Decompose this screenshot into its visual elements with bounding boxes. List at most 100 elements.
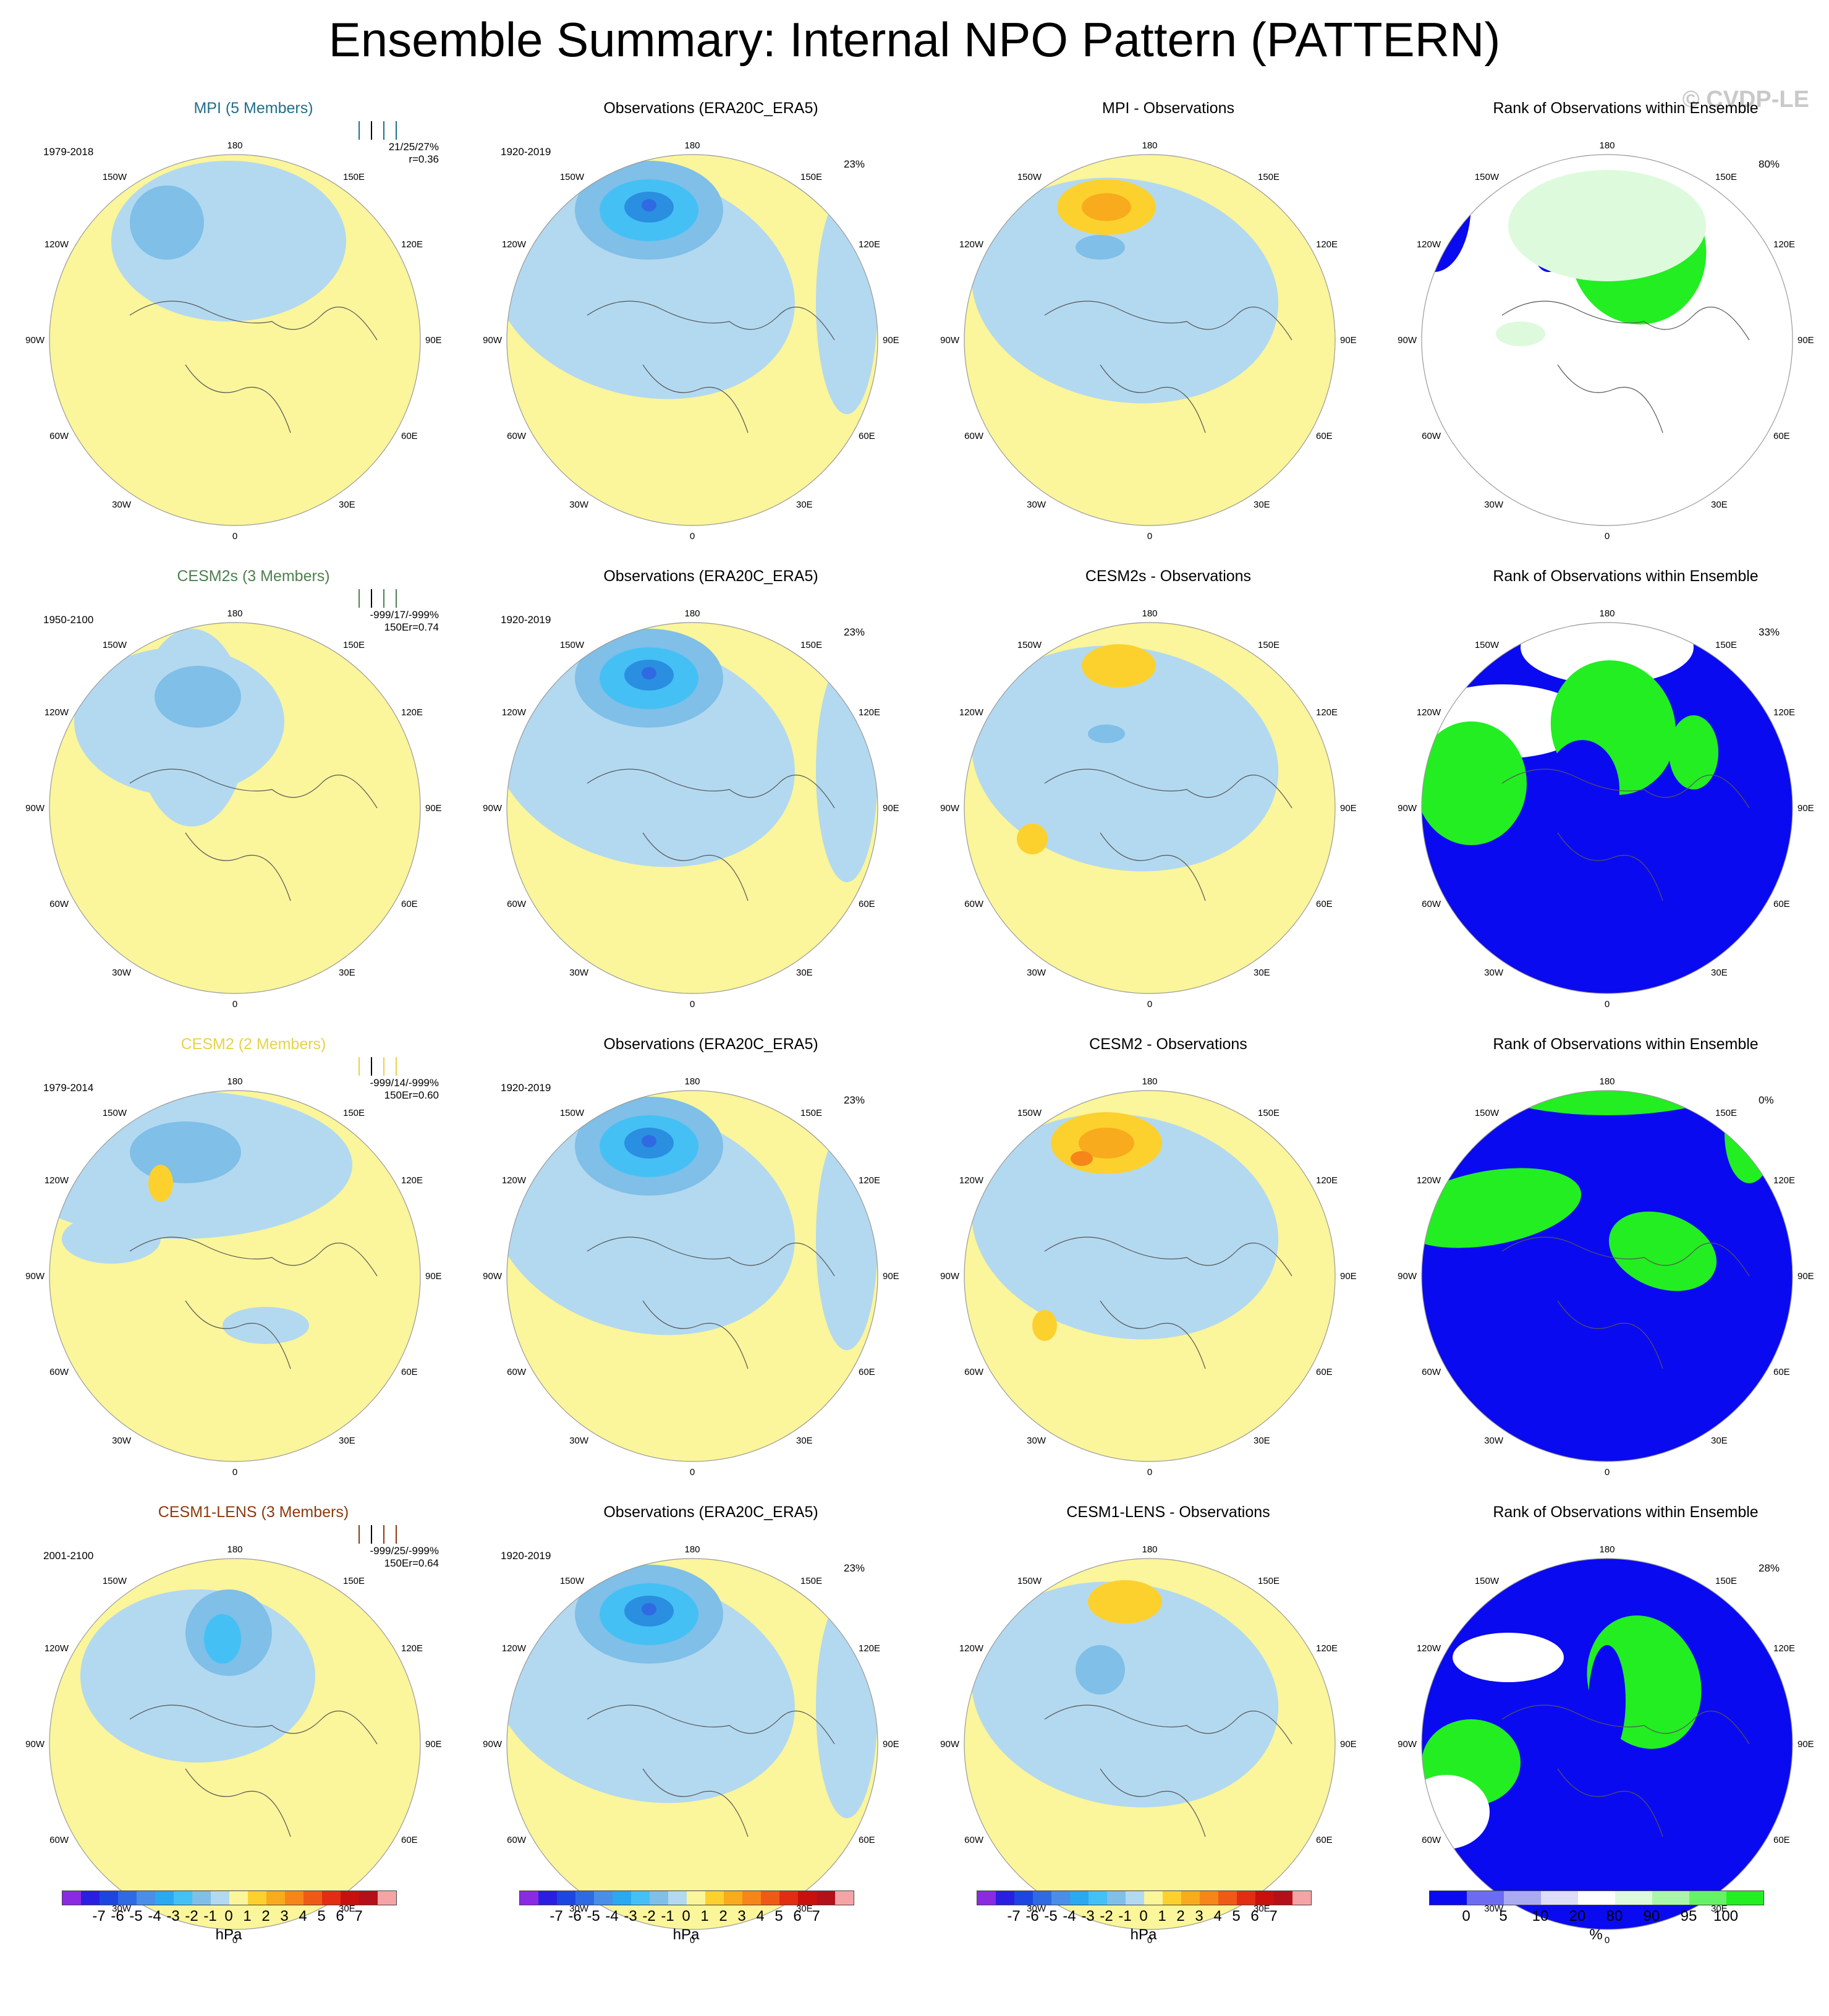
lon-label-150w: 150W xyxy=(103,172,127,182)
coastline xyxy=(1557,832,1663,901)
coastline xyxy=(1044,300,1292,341)
rank-region-green xyxy=(1465,1091,1749,1115)
lon-label-30w: 30W xyxy=(1484,1435,1504,1446)
lon-label-180: 180 xyxy=(684,1544,700,1555)
lon-label-30e: 30E xyxy=(339,1903,355,1914)
lon-label-90e: 90E xyxy=(425,1271,442,1282)
period-label: 2001-2100 xyxy=(43,1550,94,1562)
colorbar-tick-label: 90 xyxy=(1643,1908,1660,1925)
lon-label-120w: 120W xyxy=(502,707,527,718)
colorbar-swatch xyxy=(1033,1891,1051,1905)
lon-label-60e: 60E xyxy=(401,1835,418,1845)
lon-label-60e: 60E xyxy=(859,1367,875,1377)
panel-rank-row4: Rank of Observations within Ensemble 180 0… xyxy=(1397,1503,1829,1997)
lon-label-30w: 30W xyxy=(1027,968,1046,978)
lon-label-30e: 30E xyxy=(339,1435,355,1446)
pressure-anomaly-negative xyxy=(1076,235,1125,260)
coastline xyxy=(1044,1236,1292,1277)
lon-label-180: 180 xyxy=(1599,608,1615,619)
ensemble-member-tick xyxy=(396,1525,397,1544)
map-boundary xyxy=(1421,154,1793,526)
lon-label-150w: 150W xyxy=(1475,640,1500,650)
colorbar-swatch xyxy=(1181,1891,1200,1905)
lon-label-0: 0 xyxy=(1605,1467,1610,1478)
colorbar-tick-label: -7 xyxy=(1007,1908,1021,1925)
colorbar-unit: hPa xyxy=(1130,1926,1157,1943)
colorbar-tick-label: -1 xyxy=(1118,1908,1132,1925)
lon-label-60w: 60W xyxy=(1422,1367,1441,1377)
lon-label-0: 0 xyxy=(1605,531,1610,542)
lon-label-150w: 150W xyxy=(560,640,585,650)
coastline xyxy=(1100,1768,1206,1837)
lon-label-90e: 90E xyxy=(425,803,442,814)
colorbar-swatch xyxy=(977,1891,996,1905)
map-field xyxy=(49,155,420,525)
coastline xyxy=(587,1236,835,1277)
colorbar-tick-label: -6 xyxy=(568,1908,582,1925)
lon-label-60e: 60E xyxy=(859,431,875,441)
colorbar-tick-label: -1 xyxy=(661,1908,674,1925)
colorbar-tick-label: 6 xyxy=(793,1908,802,1925)
panel-title: Observations (ERA20C_ERA5) xyxy=(603,100,818,117)
colorbar-swatch xyxy=(266,1891,285,1905)
lon-label-120e: 120E xyxy=(1773,1175,1795,1186)
pattern-percent: 23% xyxy=(844,626,865,638)
lon-label-120e: 120E xyxy=(859,239,880,250)
lon-label-60w: 60W xyxy=(507,431,527,441)
panel-diff-row3: CESM2 - Observations 180 0 90W 90E 150W 150E 12… xyxy=(940,1035,1397,1529)
rank-region-blue xyxy=(1422,155,1471,272)
rank-region-white xyxy=(1422,1775,1490,1849)
colorbar-swatch xyxy=(1088,1891,1107,1905)
panel-title: Rank of Observations within Ensemble xyxy=(1493,1503,1759,1521)
colorbar-swatch xyxy=(1237,1891,1255,1905)
colorbar-tick-label: 1 xyxy=(700,1908,709,1925)
coastline xyxy=(587,1704,835,1745)
colorbar-swatch xyxy=(779,1891,798,1905)
ensemble-member-tick xyxy=(359,1057,360,1076)
colorbar-tick-label: 10 xyxy=(1532,1908,1549,1925)
lon-label-120e: 120E xyxy=(1316,1175,1338,1186)
lon-label-120w: 120W xyxy=(502,1175,527,1186)
map-boundary xyxy=(49,154,421,526)
colorbar-swatch xyxy=(1578,1891,1615,1905)
ensemble-member-tick xyxy=(359,589,360,608)
lon-label-150w: 150W xyxy=(1475,1108,1500,1118)
coastline xyxy=(129,1704,378,1745)
map-field xyxy=(964,623,1335,993)
map-field xyxy=(964,1091,1335,1461)
colorbar-tick-label: 80 xyxy=(1606,1908,1623,1925)
colorbar-tick-label: 3 xyxy=(280,1908,289,1925)
colorbar-tick-label: -7 xyxy=(92,1908,106,1925)
colorbar-swatch xyxy=(1274,1891,1292,1905)
lon-label-90w: 90W xyxy=(940,1271,960,1282)
lon-label-0: 0 xyxy=(1147,1467,1152,1478)
colorbar-unit: % xyxy=(1589,1926,1603,1943)
lon-label-30w: 30W xyxy=(112,1903,132,1914)
polar-map: 180 0 90W 90E 150W 150E 120W 120E 60W 60E 30W 30E xyxy=(940,608,1357,1010)
colorbar-swatch xyxy=(341,1891,359,1905)
lon-label-90e: 90E xyxy=(1797,1271,1814,1282)
polar-map: 180 0 90W 90E 150W 150E 120W 120E 60W 60E 30W 30E xyxy=(25,608,442,1010)
map-boundary xyxy=(1421,622,1793,994)
lon-label-60e: 60E xyxy=(1316,1835,1333,1845)
coastline xyxy=(587,300,835,341)
lon-label-0: 0 xyxy=(690,999,695,1010)
colorbar-tick-label: -1 xyxy=(203,1908,217,1925)
colorbar-swatch xyxy=(1292,1891,1311,1905)
map-boundary xyxy=(964,1558,1336,1930)
colorbar-tick-label: 20 xyxy=(1569,1908,1586,1925)
pressure-anomaly-center xyxy=(642,1135,656,1147)
rank-region-green xyxy=(1669,715,1718,789)
lon-label-150w: 150W xyxy=(1475,172,1500,182)
lon-label-30w: 30W xyxy=(1484,1903,1504,1914)
colorbar-swatch xyxy=(229,1891,248,1905)
lon-label-30e: 30E xyxy=(339,500,355,510)
panel-title: MPI - Observations xyxy=(1102,100,1234,117)
lon-label-0: 0 xyxy=(1147,531,1152,542)
colorbar-tick-label: 0 xyxy=(1139,1908,1148,1925)
lon-label-30w: 30W xyxy=(1027,1435,1046,1446)
pressure-anomaly-positive xyxy=(1082,644,1156,687)
colorbar-tick-label: 2 xyxy=(261,1908,270,1925)
lon-label-90w: 90W xyxy=(1398,1739,1417,1750)
lon-label-90e: 90E xyxy=(883,335,899,346)
